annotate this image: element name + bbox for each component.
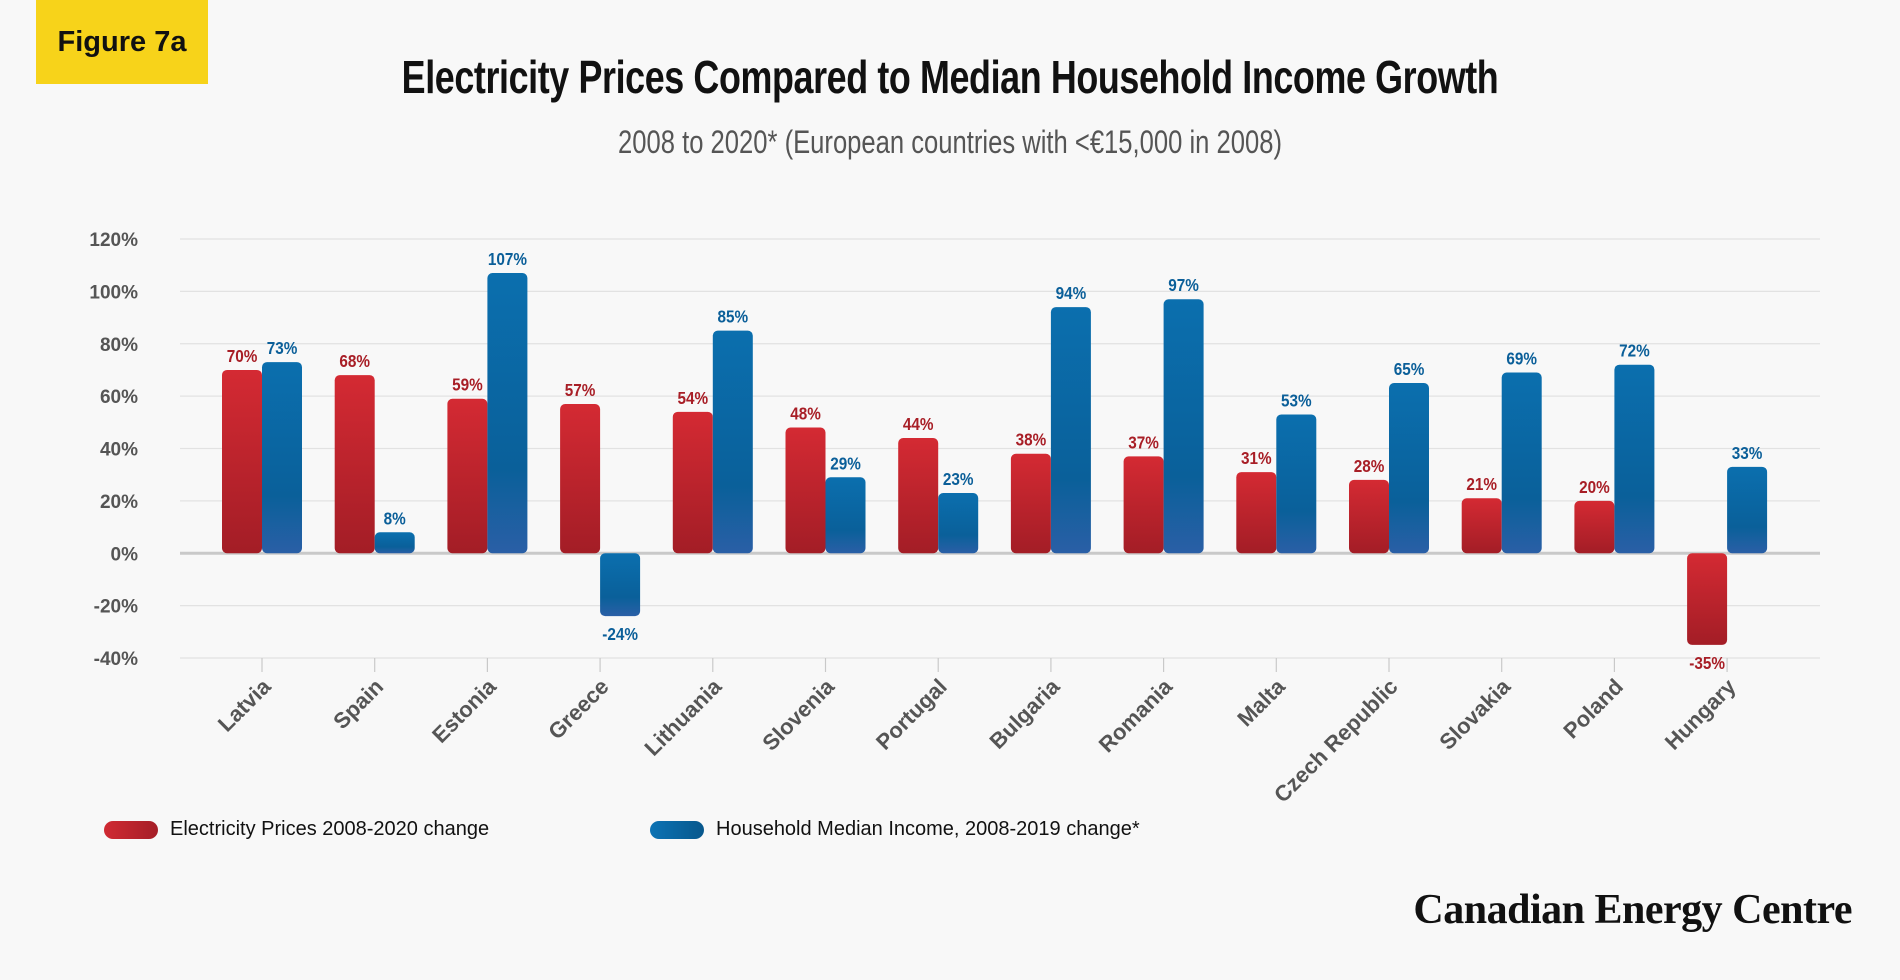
income-bar <box>487 273 528 554</box>
electricity-bar <box>1574 500 1615 554</box>
x-category-label: Lithuania <box>640 673 727 760</box>
electricity-data-label: 37% <box>1128 432 1159 452</box>
x-category-label: Estonia <box>427 673 501 747</box>
y-tick-label: -40% <box>94 649 138 670</box>
figure-badge: Figure 7a <box>36 0 208 84</box>
legend-swatch-electricity <box>104 820 158 839</box>
income-data-label: 72% <box>1619 341 1650 361</box>
electricity-data-label: 20% <box>1579 477 1610 497</box>
chart-subtitle: 2008 to 2020* (European countries with <… <box>618 124 1282 160</box>
income-bar <box>1389 383 1429 554</box>
electricity-bar <box>1010 453 1051 554</box>
income-bar <box>938 493 979 554</box>
electricity-bar <box>672 411 713 554</box>
electricity-data-label: 28% <box>1354 456 1385 476</box>
x-category-label: Poland <box>1558 674 1628 744</box>
electricity-data-label: 54% <box>678 388 709 408</box>
x-category-label: Portugal <box>871 674 952 755</box>
y-tick-label: 80% <box>100 335 138 356</box>
legend-item-electricity: Electricity Prices 2008-2020 change <box>104 818 489 841</box>
x-category-label: Malta <box>1232 673 1290 731</box>
electricity-bar <box>1461 498 1502 554</box>
x-category-label: Latvia <box>213 673 276 736</box>
legend-swatch-income <box>650 820 704 839</box>
electricity-bar <box>560 403 601 554</box>
income-bar <box>1501 372 1542 554</box>
income-bar <box>262 362 302 554</box>
electricity-data-label: 59% <box>452 375 483 395</box>
income-data-label: 94% <box>1056 283 1087 303</box>
income-data-label: 29% <box>830 453 861 473</box>
income-bar <box>374 532 415 554</box>
electricity-bar <box>1123 456 1164 554</box>
y-tick-label: 100% <box>89 282 138 303</box>
brand-logo-text: Canadian Energy Centre <box>1413 887 1852 933</box>
electricity-bar <box>1687 553 1728 645</box>
income-bar <box>1276 414 1317 554</box>
income-data-label: 65% <box>1394 359 1425 379</box>
electricity-data-label: 68% <box>339 351 370 371</box>
x-category-label: Slovenia <box>757 673 839 755</box>
income-bar <box>1614 364 1655 554</box>
income-data-label: 53% <box>1281 390 1312 410</box>
income-bar <box>1050 307 1091 554</box>
electricity-data-label: 38% <box>1016 430 1047 450</box>
income-data-label: -24% <box>602 624 638 644</box>
income-bar <box>712 330 753 554</box>
x-category-label: Greece <box>543 674 613 744</box>
electricity-data-label: 44% <box>903 414 934 434</box>
y-tick-label: 0% <box>111 544 139 565</box>
income-data-label: 69% <box>1506 348 1537 368</box>
income-bar <box>825 477 866 554</box>
income-data-label: 33% <box>1732 443 1763 463</box>
income-bar <box>1727 466 1768 554</box>
legend-item-income: Household Median Income, 2008-2019 chang… <box>650 818 1140 841</box>
electricity-data-label: 31% <box>1241 448 1272 468</box>
chart-title: Electricity Prices Compared to Median Ho… <box>401 51 1499 103</box>
electricity-data-label: 21% <box>1466 474 1497 494</box>
electricity-bar <box>447 398 488 554</box>
income-data-label: 107% <box>488 249 527 269</box>
x-category-label: Bulgaria <box>985 673 1065 753</box>
income-bar <box>1163 299 1204 554</box>
y-tick-label: 120% <box>89 230 138 251</box>
electricity-bar <box>1236 472 1277 554</box>
income-data-label: 73% <box>267 338 298 358</box>
x-category-label: Czech Republic <box>1269 674 1403 808</box>
electricity-bar <box>1349 479 1389 554</box>
legend-label-electricity: Electricity Prices 2008-2020 change <box>170 818 490 840</box>
electricity-bar <box>334 375 375 554</box>
legend-label-income: Household Median Income, 2008-2019 chang… <box>716 818 1140 840</box>
income-data-label: 23% <box>943 469 974 489</box>
electricity-data-label: 70% <box>227 346 258 366</box>
electricity-data-label: 48% <box>790 403 821 423</box>
y-tick-label: 60% <box>100 387 138 408</box>
income-bar <box>600 553 641 617</box>
income-data-label: 97% <box>1168 275 1199 295</box>
y-tick-label: 40% <box>100 440 138 461</box>
electricity-data-label: 57% <box>565 380 596 400</box>
x-category-label: Spain <box>328 674 388 734</box>
y-tick-label: -20% <box>94 597 138 618</box>
x-category-label: Romania <box>1094 673 1178 757</box>
x-category-label: Slovakia <box>1434 673 1515 754</box>
x-category-label: Hungary <box>1660 673 1741 754</box>
electricity-bar <box>785 427 826 554</box>
electricity-bar <box>898 438 939 554</box>
electricity-data-label: -35% <box>1689 653 1725 673</box>
y-tick-label: 20% <box>100 492 138 513</box>
income-data-label: 85% <box>718 306 749 326</box>
electricity-bar <box>222 369 262 554</box>
income-data-label: 8% <box>384 508 406 528</box>
